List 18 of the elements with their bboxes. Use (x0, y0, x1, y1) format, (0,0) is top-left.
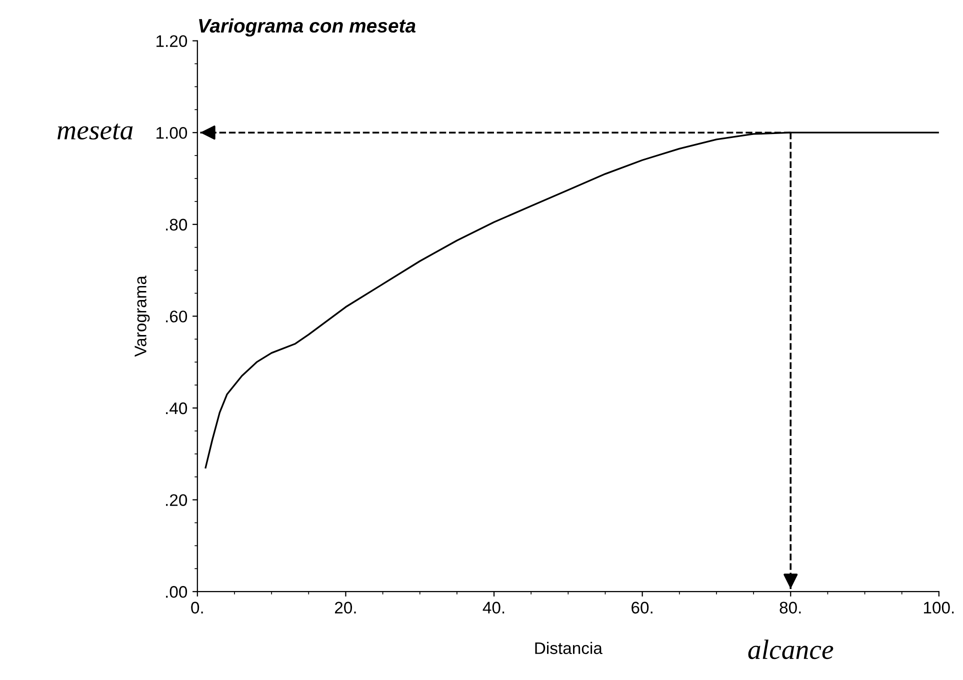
y-tick-label: .80 (166, 218, 188, 231)
ref-line-label: meseta (58, 124, 133, 140)
y-tick-label: .60 (166, 310, 188, 322)
x-tick-label: 100. (924, 602, 954, 614)
chart-title: Variograma con meseta (199, 18, 416, 36)
y-tick-label: .20 (166, 494, 188, 506)
x-tick-label: 80. (780, 602, 801, 614)
y-tick-label: 1.20 (156, 35, 188, 48)
ref-line-label: alcance (748, 640, 834, 660)
y-axis-title: Varograma (134, 276, 150, 357)
x-tick-label: 20. (334, 602, 356, 614)
x-tick-label: 40. (482, 602, 504, 614)
y-tick-label: .00 (166, 586, 188, 598)
x-tick-label: 60. (632, 602, 652, 614)
x-axis-title: Distancia (535, 642, 602, 654)
x-tick-label: 0. (191, 602, 203, 614)
y-tick-label: .40 (166, 402, 188, 414)
y-tick-label: 1.00 (156, 127, 188, 139)
